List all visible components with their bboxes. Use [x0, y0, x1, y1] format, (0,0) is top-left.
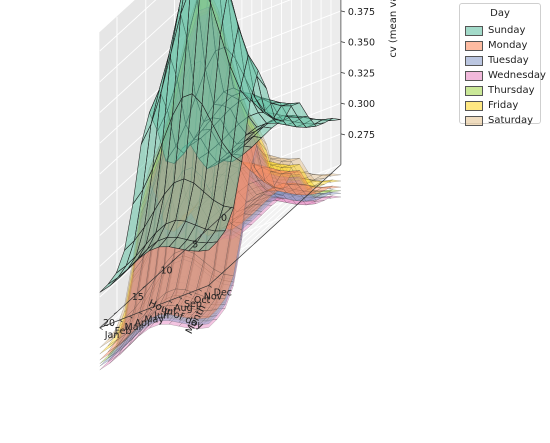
- y-tick-mark: [168, 300, 173, 304]
- x-tick-label: 15: [132, 292, 144, 303]
- legend-label: Friday: [488, 100, 519, 111]
- z-axis-label: cv (mean value): [388, 0, 399, 58]
- y-tick-label: Aug: [174, 303, 193, 314]
- y-tick-mark: [188, 292, 193, 296]
- legend-title: Day: [490, 8, 510, 19]
- y-tick-label: Feb: [115, 326, 132, 337]
- legend-items: Sunday Monday Tuesday Wednesday Thursday Frid…: [465, 23, 546, 128]
- z-tick-label: 0.375: [348, 7, 375, 18]
- legend-item-tuesday: Tuesday: [465, 53, 535, 68]
- surface-cell: [99, 277, 119, 293]
- x-tick-label: 20: [103, 318, 115, 329]
- legend-label: Wednesday: [488, 70, 546, 81]
- legend-swatch: [465, 55, 483, 66]
- y-tick-label: Nov: [204, 291, 223, 302]
- surface-cell: [99, 351, 119, 367]
- legend-label: Tuesday: [488, 55, 529, 66]
- y-tick-label: Jul: [163, 307, 175, 318]
- y-axis-line: [99, 285, 209, 329]
- z-tick-label: 0.275: [348, 130, 375, 141]
- z-tick-mark: [340, 41, 345, 43]
- y-tick-mark: [208, 285, 212, 288]
- z-tick-mark: [340, 133, 345, 136]
- y-tick-mark: [149, 308, 153, 311]
- legend-swatch: [465, 85, 483, 96]
- legend-swatch: [465, 40, 483, 51]
- y-tick-label: May: [144, 314, 164, 325]
- legend-swatch: [465, 70, 483, 81]
- surface-cell: [99, 345, 119, 361]
- x-tick-label: 0: [221, 213, 227, 224]
- axes: 0 5 10 15 20JanFebMarAprMayJunJulAugSepOctNo…: [99, 0, 375, 341]
- legend-item-friday: Friday: [465, 98, 535, 113]
- x-axis-line: [208, 164, 342, 286]
- z-gridline: [99, 0, 157, 52]
- x-tick-mark: [228, 206, 233, 210]
- legend-item-sunday: Sunday: [465, 23, 535, 38]
- z-gridline: [99, 0, 190, 83]
- y-tick-label: Mar: [125, 322, 143, 333]
- legend-item-thursday: Thursday: [465, 83, 535, 98]
- x-tick-label: 5: [192, 239, 198, 250]
- surface-sunday: [99, 0, 341, 293]
- z-tick-label: 0.300: [348, 99, 375, 110]
- x-axis-front-line: [99, 206, 233, 329]
- legend-label: Thursday: [488, 85, 535, 96]
- surface-cell: [99, 338, 119, 355]
- y-tick-mark: [158, 304, 163, 307]
- legend-swatch: [465, 115, 483, 126]
- z-tick-label: 0.325: [348, 68, 375, 79]
- y-tick-mark: [198, 288, 202, 292]
- x-tick-mark: [200, 232, 204, 236]
- legend: Day Sunday Monday Tuesday Wednesday Thursday…: [459, 3, 546, 126]
- surface-cell: [99, 332, 119, 348]
- legend-item-wednesday: Wednesday: [465, 68, 546, 83]
- x-tick-label: 10: [160, 266, 172, 277]
- y-tick-label: Sep: [184, 299, 202, 310]
- legend-swatch: [465, 25, 483, 36]
- x-tick-mark: [171, 259, 175, 262]
- legend-item-saturday: Saturday: [465, 113, 535, 128]
- y-tick-mark: [178, 296, 183, 300]
- z-tick-mark: [340, 102, 345, 105]
- y-tick-mark: [99, 327, 103, 331]
- legend-label: Sunday: [488, 25, 526, 36]
- legend-item-monday: Monday: [465, 38, 535, 53]
- y-tick-mark: [119, 319, 123, 323]
- z-tick-label: 0.350: [348, 38, 375, 49]
- z-tick-mark: [340, 10, 345, 13]
- legend-swatch: [465, 100, 483, 111]
- y-tick-mark: [139, 312, 143, 315]
- y-tick-label: Dec: [214, 287, 232, 298]
- x-tick-mark: [142, 285, 146, 289]
- surfaces: [99, 0, 341, 371]
- y-tick-label: Jun: [153, 311, 169, 322]
- y-tick-label: Oct: [194, 295, 211, 306]
- surface-cell: [99, 354, 119, 371]
- y-gridline: [198, 0, 332, 290]
- x-tick-mark: [113, 311, 118, 315]
- y-tick-mark: [129, 315, 133, 319]
- legend-label: Saturday: [488, 115, 534, 126]
- y-tick-label: Apr: [134, 318, 151, 329]
- y-tick-label: Jan: [104, 330, 120, 341]
- legend-label: Monday: [488, 40, 528, 51]
- z-gridline: [99, 0, 224, 113]
- z-tick-mark: [340, 72, 345, 74]
- y-tick-mark: [109, 323, 113, 327]
